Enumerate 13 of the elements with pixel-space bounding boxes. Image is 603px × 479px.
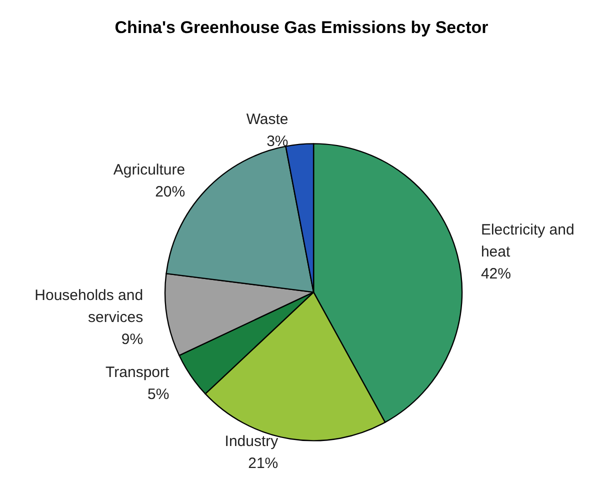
data-label: 20% <box>155 183 186 200</box>
slice-label: Waste <box>246 110 288 128</box>
data-label: 5% <box>147 386 170 404</box>
slice-label: Agriculture <box>113 161 186 178</box>
data-label: 3% <box>266 132 288 150</box>
data-label: 42% <box>480 265 511 282</box>
data-label: 9% <box>121 331 144 348</box>
slice-label: Households and services <box>34 287 144 326</box>
slice-label: Transport <box>106 364 170 382</box>
data-label: 21% <box>248 455 278 472</box>
slice-label: Industry <box>224 433 279 450</box>
slice-label: Electricity and heat <box>480 221 578 260</box>
chart-title: China's Greenhouse Gas Emissions by Sector <box>114 18 489 37</box>
